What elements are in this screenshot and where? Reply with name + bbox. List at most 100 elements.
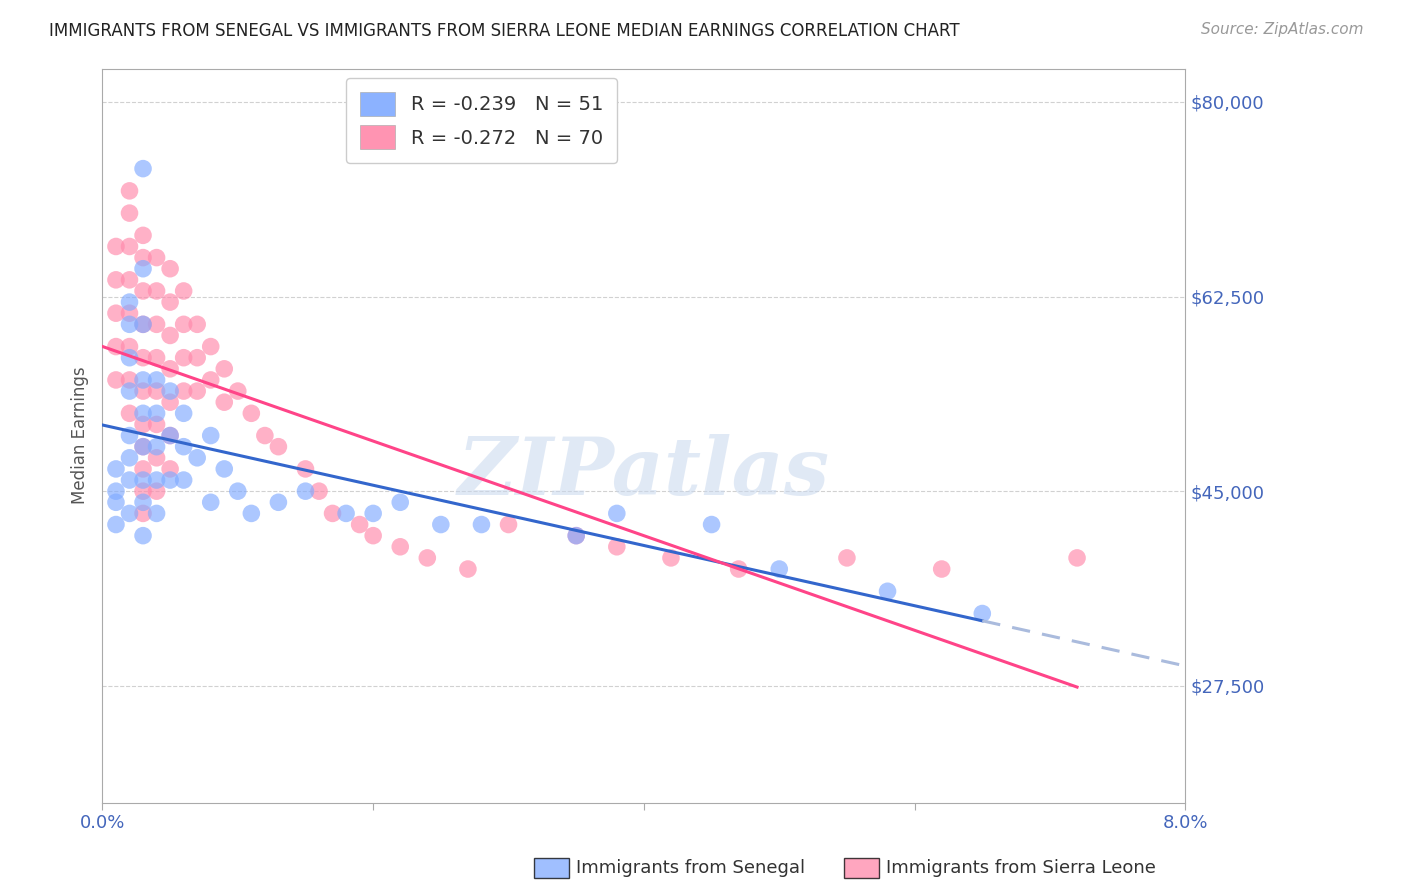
Point (457, 562, 479, 576)
Point (118, 206, 141, 220)
Point (104, 484, 127, 499)
Point (470, 517, 492, 532)
Point (104, 273, 127, 287)
Point (173, 351, 195, 365)
Point (322, 507, 344, 521)
Point (132, 462, 155, 476)
Point (132, 318, 155, 332)
Point (118, 306, 141, 320)
Point (145, 440, 167, 454)
Point (145, 406, 167, 420)
Point (349, 517, 371, 532)
Point (118, 473, 141, 487)
Point (132, 440, 155, 454)
Point (200, 428, 222, 442)
Point (253, 428, 276, 442)
Point (118, 273, 141, 287)
Point (240, 406, 263, 420)
Point (132, 284, 155, 298)
Point (132, 507, 155, 521)
Point (173, 318, 195, 332)
Legend: R = -0.239   N = 51, R = -0.272   N = 70: R = -0.239 N = 51, R = -0.272 N = 70 (346, 78, 616, 162)
Point (145, 507, 167, 521)
Point (132, 484, 155, 499)
Point (606, 507, 628, 521)
Point (240, 507, 263, 521)
Point (226, 484, 249, 499)
Point (118, 384, 141, 398)
Point (186, 351, 208, 365)
Point (118, 239, 141, 253)
Point (173, 440, 195, 454)
Text: IMMIGRANTS FROM SENEGAL VS IMMIGRANTS FROM SIERRA LEONE MEDIAN EARNINGS CORRELAT: IMMIGRANTS FROM SENEGAL VS IMMIGRANTS FR… (49, 22, 960, 40)
Point (159, 328, 181, 343)
Point (361, 507, 384, 521)
Point (118, 340, 141, 354)
Point (145, 318, 167, 332)
Point (267, 495, 290, 509)
Point (565, 529, 588, 543)
Point (132, 417, 155, 432)
Point (159, 395, 181, 409)
Point (173, 406, 195, 420)
Point (145, 473, 167, 487)
Point (214, 361, 236, 376)
Point (214, 395, 236, 409)
Point (416, 550, 439, 565)
Text: Immigrants from Sierra Leone: Immigrants from Sierra Leone (886, 859, 1156, 877)
Point (430, 517, 453, 532)
Point (104, 306, 127, 320)
Point (132, 261, 155, 276)
Point (200, 495, 222, 509)
Point (700, 517, 723, 532)
Point (498, 517, 520, 532)
Point (104, 239, 127, 253)
Point (104, 373, 127, 387)
Point (389, 540, 412, 554)
Point (835, 550, 858, 565)
Point (145, 284, 167, 298)
Point (294, 484, 316, 499)
Point (132, 529, 155, 543)
Point (159, 428, 181, 442)
Point (294, 462, 316, 476)
Point (145, 251, 167, 265)
Point (186, 318, 208, 332)
Point (186, 384, 208, 398)
Point (104, 340, 127, 354)
Point (145, 373, 167, 387)
Point (118, 428, 141, 442)
Point (200, 340, 222, 354)
Point (118, 351, 141, 365)
Point (118, 295, 141, 310)
Text: Source: ZipAtlas.com: Source: ZipAtlas.com (1201, 22, 1364, 37)
Point (159, 473, 181, 487)
Point (118, 184, 141, 198)
Point (159, 261, 181, 276)
Point (118, 507, 141, 521)
Point (200, 373, 222, 387)
Point (876, 584, 898, 599)
Text: ZIPatlas: ZIPatlas (458, 434, 830, 511)
Text: Immigrants from Senegal: Immigrants from Senegal (576, 859, 806, 877)
Point (173, 384, 195, 398)
Point (173, 284, 195, 298)
Point (1066, 550, 1088, 565)
Point (361, 529, 384, 543)
Point (145, 417, 167, 432)
Point (226, 384, 249, 398)
Point (389, 495, 412, 509)
Point (132, 440, 155, 454)
Point (931, 562, 953, 576)
Point (173, 473, 195, 487)
Point (186, 450, 208, 465)
Point (132, 318, 155, 332)
Point (132, 251, 155, 265)
Point (659, 550, 682, 565)
Point (159, 384, 181, 398)
Point (118, 406, 141, 420)
Point (145, 450, 167, 465)
Point (727, 562, 749, 576)
Point (118, 450, 141, 465)
Point (159, 462, 181, 476)
